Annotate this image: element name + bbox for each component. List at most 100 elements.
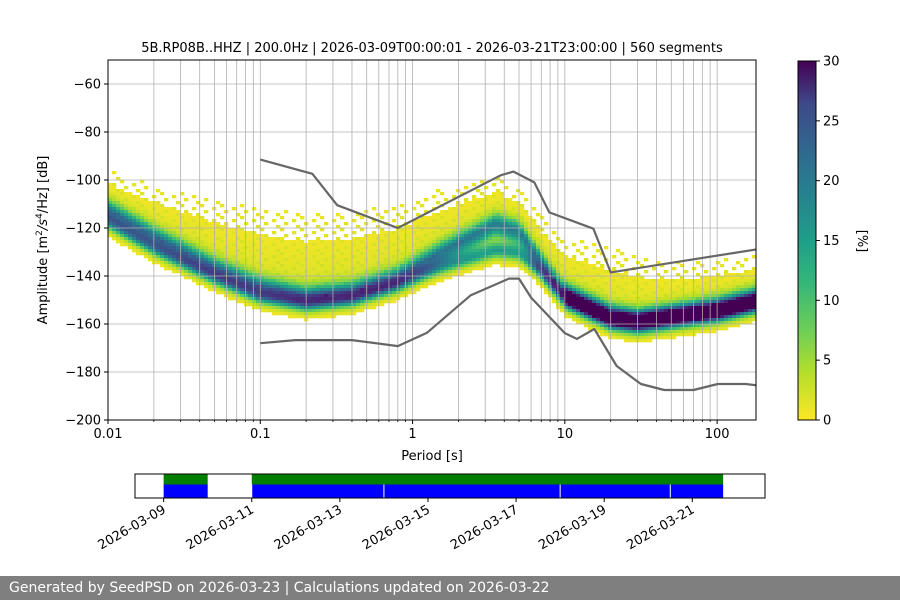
density-cell — [292, 243, 297, 247]
density-cell — [280, 303, 285, 307]
density-cell — [204, 252, 209, 256]
density-cell — [316, 285, 321, 289]
density-cell — [636, 309, 641, 313]
density-cell — [560, 273, 565, 277]
density-cell — [264, 234, 269, 238]
density-cell — [328, 264, 333, 268]
density-cell — [604, 312, 609, 316]
density-cell — [588, 309, 593, 313]
density-cell — [544, 222, 549, 226]
density-cell — [692, 324, 697, 328]
density-cell — [688, 285, 693, 289]
density-cell — [208, 231, 213, 235]
density-cell — [528, 243, 533, 247]
density-cell — [412, 291, 417, 295]
density-cell — [500, 252, 505, 256]
density-cell — [364, 243, 369, 247]
density-cell — [448, 276, 453, 280]
density-cell — [208, 240, 213, 244]
density-cell — [712, 294, 717, 298]
density-cell — [376, 300, 381, 304]
density-cell — [216, 285, 221, 289]
density-cell — [600, 330, 605, 334]
density-cell — [332, 255, 337, 259]
density-cell — [180, 240, 185, 244]
density-cell — [712, 300, 717, 304]
density-cell — [348, 243, 353, 247]
density-cell — [564, 285, 569, 289]
density-cell — [188, 231, 193, 235]
density-cell — [640, 300, 645, 304]
density-cell — [244, 246, 249, 250]
density-cell — [588, 300, 593, 304]
density-cell — [248, 237, 253, 241]
density-cell — [344, 276, 349, 280]
density-cell — [696, 273, 701, 277]
density-cell — [312, 288, 317, 292]
density-cell — [640, 330, 645, 334]
density-cell — [336, 309, 341, 313]
density-cell — [492, 195, 497, 199]
density-cell — [276, 273, 281, 277]
density-cell — [408, 270, 413, 274]
density-cell — [184, 234, 189, 238]
density-cell — [476, 240, 481, 244]
density-cell — [184, 261, 189, 265]
density-cell — [740, 288, 745, 292]
density-cell — [120, 222, 125, 226]
density-cell — [184, 249, 189, 253]
density-cell — [252, 264, 257, 268]
density-cell — [404, 264, 409, 268]
density-cell — [184, 258, 189, 262]
density-cell — [620, 315, 625, 319]
density-cell — [428, 273, 433, 277]
density-cell — [392, 279, 397, 283]
density-cell — [688, 315, 693, 319]
density-cell — [492, 234, 497, 238]
density-cell — [264, 282, 269, 286]
density-cell — [656, 324, 661, 328]
density-cell — [204, 198, 209, 202]
density-cell — [260, 294, 265, 298]
density-cell — [536, 243, 541, 247]
density-cell — [520, 207, 525, 211]
density-cell — [728, 303, 733, 307]
density-cell — [348, 240, 353, 244]
density-cell — [580, 315, 585, 319]
density-cell — [688, 312, 693, 316]
density-cell — [508, 210, 513, 214]
density-cell — [616, 312, 621, 316]
density-cell — [600, 321, 605, 325]
density-cell — [732, 282, 737, 286]
density-cell — [340, 258, 345, 262]
density-cell — [600, 303, 605, 307]
density-cell — [464, 237, 469, 241]
density-cell — [412, 237, 417, 241]
density-cell — [256, 276, 261, 280]
density-cell — [276, 303, 281, 307]
density-cell — [180, 192, 185, 196]
density-cell — [192, 219, 197, 223]
density-cell — [292, 306, 297, 310]
density-cell — [600, 267, 605, 271]
density-cell — [652, 306, 657, 310]
density-cell — [576, 267, 581, 271]
density-cell — [432, 231, 437, 235]
density-cell — [660, 309, 665, 313]
density-cell — [672, 288, 677, 292]
density-cell — [588, 318, 593, 322]
density-cell — [136, 225, 141, 229]
density-cell — [452, 258, 457, 262]
density-cell — [336, 279, 341, 283]
density-cell — [624, 258, 629, 262]
density-cell — [608, 276, 613, 280]
density-cell — [328, 315, 333, 319]
density-cell — [220, 237, 225, 241]
density-cell — [436, 264, 441, 268]
density-cell — [204, 273, 209, 277]
density-cell — [432, 243, 437, 247]
density-cell — [488, 222, 493, 226]
density-cell — [216, 288, 221, 292]
density-cell — [664, 318, 669, 322]
